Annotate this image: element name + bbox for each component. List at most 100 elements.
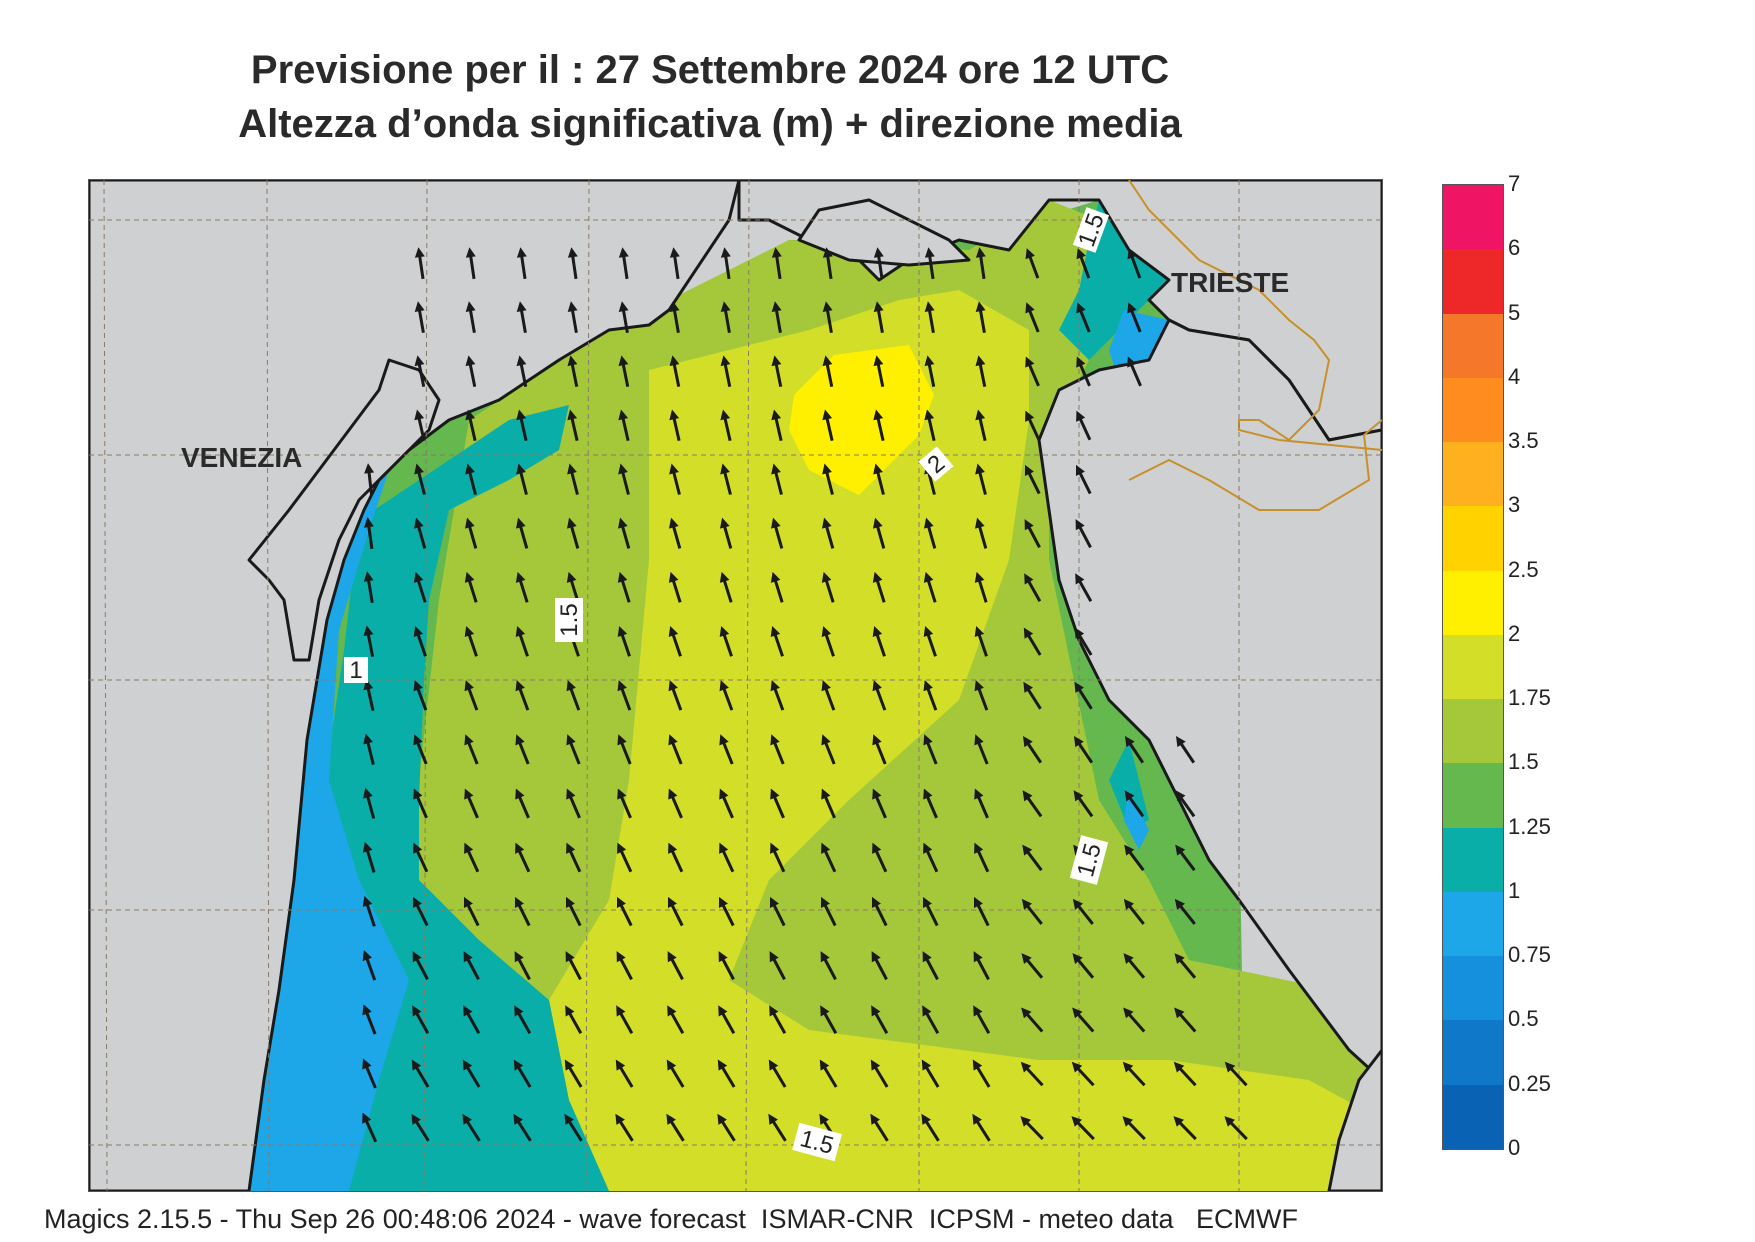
wave-arrow (566, 571, 580, 603)
wave-arrow (1174, 898, 1196, 925)
wave-arrow (516, 517, 529, 549)
wave-arrow (1124, 844, 1145, 872)
wave-arrow (872, 571, 886, 603)
wave-arrow (567, 409, 579, 441)
land (89, 180, 1382, 1191)
wave-arrow (669, 301, 680, 334)
colorbar-swatch (1443, 377, 1503, 443)
colorbar-swatch (1443, 1084, 1503, 1149)
wave-arrow (771, 517, 784, 549)
wave-arrow (1075, 464, 1092, 495)
wave-arrow (413, 625, 427, 657)
grado-lagoon (797, 198, 971, 267)
wave-arrow (821, 788, 836, 819)
wave-arrow (974, 734, 989, 765)
wave-arrow (770, 625, 784, 657)
wave-arrow (465, 517, 478, 549)
wave-arrow (1123, 1007, 1146, 1033)
wave-arrow (872, 625, 886, 657)
wave-arrow (1175, 790, 1196, 818)
wave-arrow (975, 301, 986, 334)
wave-arrow (413, 788, 428, 819)
wave-arrow (770, 842, 786, 873)
zone-0.75-1-southeast (1124, 790, 1149, 850)
southeast-land (1327, 1048, 1382, 1191)
wave-arrow (973, 896, 990, 927)
colorbar-swatch (1443, 442, 1503, 507)
wave-arrow (873, 463, 885, 495)
wave-arrow (362, 950, 377, 981)
wave-arrow (1076, 248, 1091, 279)
wave-arrow (873, 355, 885, 388)
wave-arrow (516, 463, 528, 495)
colorbar-level-label: 1.5 (1508, 749, 1539, 775)
wave-arrow (618, 247, 629, 280)
wave-arrow (1072, 898, 1094, 925)
wave-arrow (973, 1005, 991, 1034)
wave-arrow (718, 1005, 736, 1034)
wave-arrow (718, 896, 735, 927)
colorbar-level-label: 0.25 (1508, 1070, 1551, 1096)
colorbar-level-label: 6 (1508, 235, 1521, 261)
wave-arrow (616, 1005, 634, 1034)
wave-arrow (414, 463, 426, 495)
colorbar-swatch (1443, 827, 1503, 892)
colorbar (1442, 184, 1504, 1150)
wave-arrow (719, 571, 733, 603)
wave-arrow (564, 1059, 583, 1088)
wave-arrow (565, 1005, 583, 1034)
wave-arrow (821, 842, 837, 873)
wave-arrow (770, 571, 784, 603)
colorbar-level-label: 2 (1508, 620, 1521, 646)
wave-arrow (924, 517, 937, 549)
wave-arrow (1072, 1007, 1095, 1033)
wave-arrow (362, 895, 376, 927)
wave-arrow (770, 788, 785, 819)
wave-arrow (770, 680, 785, 711)
wave-arrow (464, 571, 478, 603)
wave-arrow (668, 842, 684, 873)
wave-arrow (618, 301, 629, 334)
wave-arrow (615, 1059, 634, 1088)
wave-arrow (1175, 844, 1196, 872)
wave-arrow (462, 1113, 481, 1142)
wave-arrow (464, 842, 480, 873)
wave-arrow (567, 247, 578, 280)
wave-arrow (465, 247, 476, 280)
wave-arrow (821, 734, 836, 765)
wave-arrow (717, 1059, 736, 1088)
wave-arrow (975, 463, 987, 495)
wave-arrow (1075, 573, 1093, 602)
wave-arrow (1071, 1061, 1095, 1087)
wave-arrow (720, 409, 732, 441)
wave-arrow (871, 951, 888, 981)
wave-arrow (414, 517, 427, 549)
wave-arrow (1073, 790, 1094, 818)
wave-arrow (669, 409, 681, 441)
wave-arrow (463, 951, 480, 981)
wave-arrow (719, 842, 735, 873)
wave-arrow (1024, 573, 1042, 602)
wave-arrow (617, 788, 632, 819)
wave-arrow (515, 571, 529, 603)
wave-arrow (565, 896, 582, 927)
wave-arrow (618, 517, 631, 549)
wave-arrow (362, 841, 376, 873)
wave-arrow (668, 788, 683, 819)
wave-arrow (1174, 953, 1197, 979)
colorbar-swatch (1443, 956, 1503, 1021)
wave-arrow (1127, 356, 1142, 387)
wave-arrow (412, 896, 429, 927)
wave-arrow (413, 680, 428, 711)
wave-arrow (768, 1059, 787, 1088)
wave-arrow (414, 247, 425, 280)
wave-arrow (513, 1113, 532, 1142)
wave-arrow (669, 355, 681, 388)
wave-arrow (516, 301, 527, 334)
wave-arrow (923, 680, 938, 711)
wave-arrow (516, 355, 528, 388)
svg-text:1: 1 (349, 657, 362, 684)
wave-arrow (923, 788, 938, 819)
colorbar-level-label: 1.25 (1508, 813, 1551, 839)
wave-arrow (567, 301, 578, 334)
